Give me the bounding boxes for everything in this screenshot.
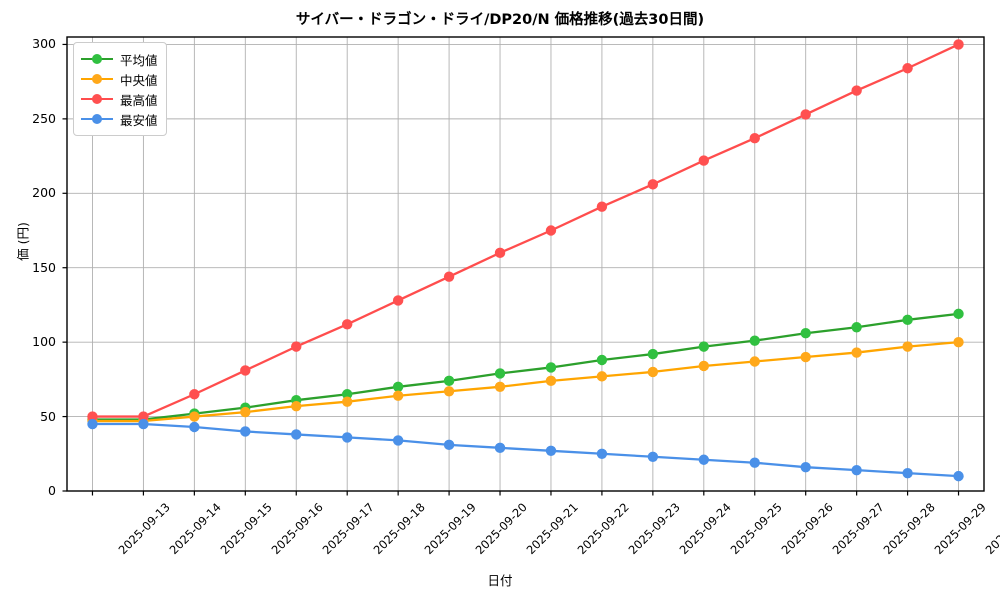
legend-swatch-icon <box>81 52 113 66</box>
legend-marker-dot <box>92 54 102 64</box>
data-point <box>443 386 455 397</box>
legend-label: 中央値 <box>120 72 158 88</box>
y-axis-tick-label: 200 <box>32 185 56 201</box>
data-point <box>341 389 353 400</box>
data-point <box>189 389 200 400</box>
data-point <box>138 418 149 430</box>
legend-label: 最安値 <box>120 112 158 128</box>
data-point <box>87 411 98 422</box>
data-point <box>392 381 404 393</box>
data-point <box>800 109 811 120</box>
data-point <box>698 341 710 352</box>
legend-item-0[interactable]: 平均値 <box>81 49 158 69</box>
data-point <box>902 63 913 74</box>
legend-item-1[interactable]: 中央値 <box>81 69 158 89</box>
data-point <box>647 451 659 462</box>
data-point <box>953 470 964 482</box>
plot-frame <box>66 36 985 492</box>
legend-item-2[interactable]: 最高値 <box>81 89 158 109</box>
data-point <box>494 247 506 259</box>
y-axis-tick-label: 150 <box>32 259 56 275</box>
legend-label: 平均値 <box>120 52 158 68</box>
legend-swatch-icon <box>81 92 113 106</box>
y-axis-tick-label: 250 <box>32 110 56 126</box>
data-point <box>647 179 659 190</box>
data-point <box>596 448 608 459</box>
legend-label: 最高値 <box>120 92 158 108</box>
data-point <box>443 375 455 387</box>
data-point <box>392 295 404 306</box>
data-point <box>138 411 149 422</box>
data-point <box>87 418 98 430</box>
data-point <box>291 400 302 412</box>
data-point <box>698 360 710 372</box>
data-point <box>851 464 862 476</box>
data-point <box>749 335 760 346</box>
y-axis-tick-label: 50 <box>40 408 56 424</box>
data-point <box>189 421 200 433</box>
data-point <box>749 457 760 468</box>
data-point <box>698 155 710 166</box>
series-line-0 <box>91 312 960 421</box>
legend-marker-dot <box>92 94 102 104</box>
data-point <box>240 365 251 376</box>
data-point <box>596 201 608 212</box>
data-point <box>596 371 608 382</box>
data-point <box>291 341 302 352</box>
data-point <box>494 381 506 393</box>
chart-title: サイバー・ドラゴン・ドライ/DP20/N 価格推移(過去30日間) <box>295 12 705 28</box>
data-point <box>953 336 964 348</box>
x-axis-label: 日付 <box>487 573 513 588</box>
data-point <box>443 439 455 451</box>
legend-swatch-icon <box>81 72 113 86</box>
data-point <box>443 271 455 282</box>
data-point <box>341 396 353 407</box>
data-point <box>392 390 404 401</box>
data-point <box>647 348 659 360</box>
data-point <box>902 314 913 326</box>
data-point <box>800 461 811 473</box>
data-point <box>800 328 811 339</box>
series-line-2 <box>91 43 960 418</box>
data-point <box>953 39 964 50</box>
data-point <box>902 467 913 479</box>
data-point <box>647 366 659 378</box>
chart-legend: 平均値中央値最高値最安値 <box>73 42 167 136</box>
data-point <box>545 445 557 457</box>
legend-marker-dot <box>92 114 102 124</box>
legend-marker-dot <box>92 74 102 84</box>
data-point <box>189 411 200 422</box>
data-point <box>545 225 557 236</box>
series-line-3 <box>91 422 960 478</box>
data-point <box>851 347 862 358</box>
data-point <box>494 442 506 454</box>
data-point <box>749 356 760 367</box>
data-point <box>953 308 964 320</box>
data-point <box>291 429 302 440</box>
data-point <box>698 454 710 465</box>
y-axis-tick-label: 0 <box>48 483 56 498</box>
data-point <box>494 368 506 379</box>
data-point <box>392 435 404 446</box>
data-point <box>800 351 811 363</box>
data-point <box>902 341 913 352</box>
y-axis-tick-label: 100 <box>32 334 56 350</box>
legend-swatch-icon <box>81 112 113 126</box>
data-point <box>341 432 353 443</box>
series-line-1 <box>91 340 960 423</box>
legend-item-3[interactable]: 最安値 <box>81 109 158 129</box>
data-point <box>545 362 557 373</box>
data-point <box>240 426 251 437</box>
data-point <box>596 354 608 366</box>
data-point <box>749 133 760 144</box>
data-point <box>341 319 353 330</box>
data-point <box>851 85 862 96</box>
data-point <box>240 406 251 418</box>
data-point <box>851 322 862 333</box>
data-point <box>545 375 557 387</box>
y-axis-tick-label: 300 <box>32 36 56 52</box>
